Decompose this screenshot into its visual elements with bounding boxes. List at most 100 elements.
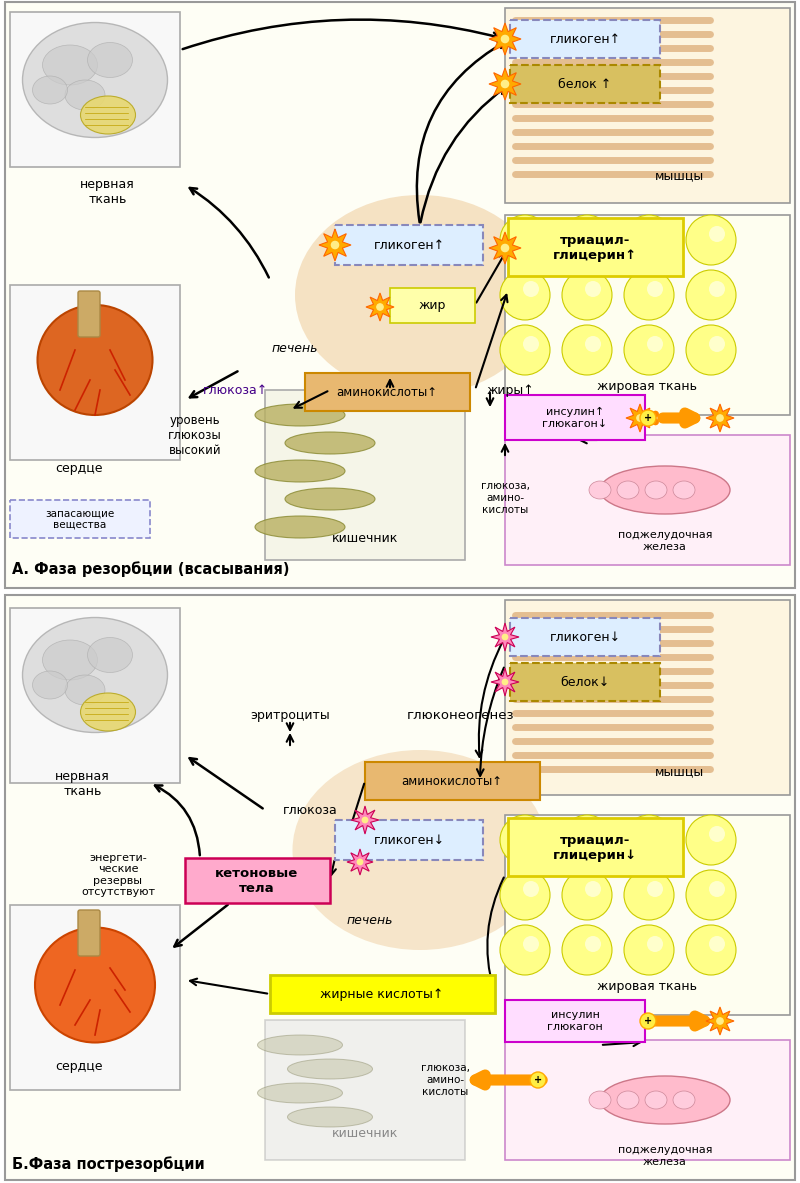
- Polygon shape: [706, 405, 734, 432]
- Text: белок ↑: белок ↑: [558, 78, 612, 91]
- Text: аминокислоты↑: аминокислоты↑: [337, 386, 438, 399]
- Circle shape: [686, 270, 736, 319]
- Ellipse shape: [600, 466, 730, 513]
- Bar: [505, 600, 790, 795]
- Text: гликоген↓: гликоген↓: [374, 834, 445, 847]
- Circle shape: [585, 226, 601, 243]
- Ellipse shape: [255, 405, 345, 426]
- Circle shape: [562, 325, 612, 375]
- Bar: [505, 395, 645, 440]
- Text: триацил-
глицерин↓: триацил- глицерин↓: [553, 834, 637, 862]
- Circle shape: [624, 270, 674, 319]
- Circle shape: [585, 282, 601, 297]
- Ellipse shape: [42, 640, 98, 680]
- Polygon shape: [351, 806, 379, 834]
- Text: +: +: [644, 413, 652, 424]
- Text: жиры↑: жиры↑: [486, 383, 534, 396]
- Polygon shape: [319, 230, 351, 261]
- Text: гликоген↑: гликоген↑: [550, 32, 621, 45]
- Circle shape: [500, 815, 550, 865]
- Ellipse shape: [42, 45, 98, 85]
- Circle shape: [585, 881, 601, 897]
- Text: инсулин↑
глюкагон↓: инсулин↑ глюкагон↓: [542, 407, 607, 428]
- Ellipse shape: [287, 1107, 373, 1127]
- Ellipse shape: [600, 1077, 730, 1124]
- Ellipse shape: [258, 1035, 342, 1055]
- Bar: [510, 65, 660, 103]
- Polygon shape: [489, 22, 521, 54]
- Ellipse shape: [295, 195, 545, 395]
- Text: глюконеогенез: глюконеогенез: [406, 709, 514, 722]
- Text: +: +: [644, 1016, 652, 1026]
- Circle shape: [331, 241, 338, 248]
- Text: аминокислоты↑: аминокислоты↑: [402, 775, 502, 788]
- Ellipse shape: [65, 80, 105, 110]
- Text: гликоген↑: гликоген↑: [374, 239, 445, 252]
- Circle shape: [502, 634, 508, 640]
- Text: глюкоза,
амино-
кислоты: глюкоза, амино- кислоты: [481, 481, 530, 515]
- Bar: [10, 500, 150, 538]
- Text: глюкоза: глюкоза: [282, 803, 338, 816]
- Text: сердце: сердце: [55, 1060, 102, 1073]
- Circle shape: [562, 815, 612, 865]
- Circle shape: [709, 282, 725, 297]
- Polygon shape: [491, 623, 519, 651]
- Circle shape: [523, 282, 539, 297]
- Text: жирные кислоты↑: жирные кислоты↑: [320, 988, 444, 1001]
- FancyBboxPatch shape: [78, 291, 100, 337]
- Bar: [510, 20, 660, 58]
- Circle shape: [709, 936, 725, 952]
- Text: сердце: сердце: [55, 463, 102, 476]
- Text: эритроциты: эритроциты: [250, 709, 330, 722]
- Circle shape: [624, 215, 674, 265]
- Text: нервная
ткань: нервная ткань: [55, 770, 110, 799]
- Text: кишечник: кишечник: [332, 532, 398, 545]
- Bar: [508, 218, 683, 276]
- Ellipse shape: [81, 693, 135, 731]
- Circle shape: [500, 925, 550, 975]
- Bar: [185, 858, 330, 903]
- Text: мышцы: мышцы: [655, 765, 705, 778]
- Circle shape: [637, 415, 643, 421]
- Ellipse shape: [258, 1082, 342, 1103]
- Bar: [10, 12, 180, 167]
- Circle shape: [709, 826, 725, 842]
- Bar: [508, 817, 683, 875]
- Ellipse shape: [589, 481, 611, 499]
- Circle shape: [585, 826, 601, 842]
- Text: жир: жир: [418, 298, 446, 311]
- Circle shape: [523, 936, 539, 952]
- Bar: [390, 287, 475, 323]
- Text: печень: печень: [272, 342, 318, 355]
- Bar: [10, 285, 180, 460]
- Polygon shape: [489, 232, 521, 264]
- Circle shape: [640, 411, 656, 426]
- Text: глюкоза↑: глюкоза↑: [202, 383, 268, 396]
- Ellipse shape: [22, 618, 167, 732]
- Bar: [10, 905, 180, 1090]
- Ellipse shape: [673, 481, 695, 499]
- Text: гликоген↓: гликоген↓: [550, 631, 621, 644]
- Ellipse shape: [255, 516, 345, 538]
- Text: глюкоза,
амино-
кислоты: глюкоза, амино- кислоты: [421, 1064, 470, 1097]
- Circle shape: [500, 270, 550, 319]
- Circle shape: [709, 881, 725, 897]
- Text: поджелудочная
железа: поджелудочная железа: [618, 530, 712, 551]
- Circle shape: [585, 936, 601, 952]
- Bar: [505, 1040, 790, 1161]
- Ellipse shape: [617, 1091, 639, 1108]
- Ellipse shape: [81, 96, 135, 134]
- Bar: [5, 595, 795, 1179]
- Ellipse shape: [38, 305, 153, 415]
- Ellipse shape: [33, 76, 67, 104]
- Ellipse shape: [287, 1059, 373, 1079]
- Bar: [10, 608, 180, 783]
- Text: белок↓: белок↓: [560, 675, 610, 689]
- Circle shape: [523, 826, 539, 842]
- Circle shape: [500, 215, 550, 265]
- Circle shape: [523, 226, 539, 243]
- Text: кетоновые
тела: кетоновые тела: [215, 867, 298, 896]
- Circle shape: [647, 336, 663, 353]
- Ellipse shape: [645, 1091, 667, 1108]
- Text: жировая ткань: жировая ткань: [597, 980, 697, 993]
